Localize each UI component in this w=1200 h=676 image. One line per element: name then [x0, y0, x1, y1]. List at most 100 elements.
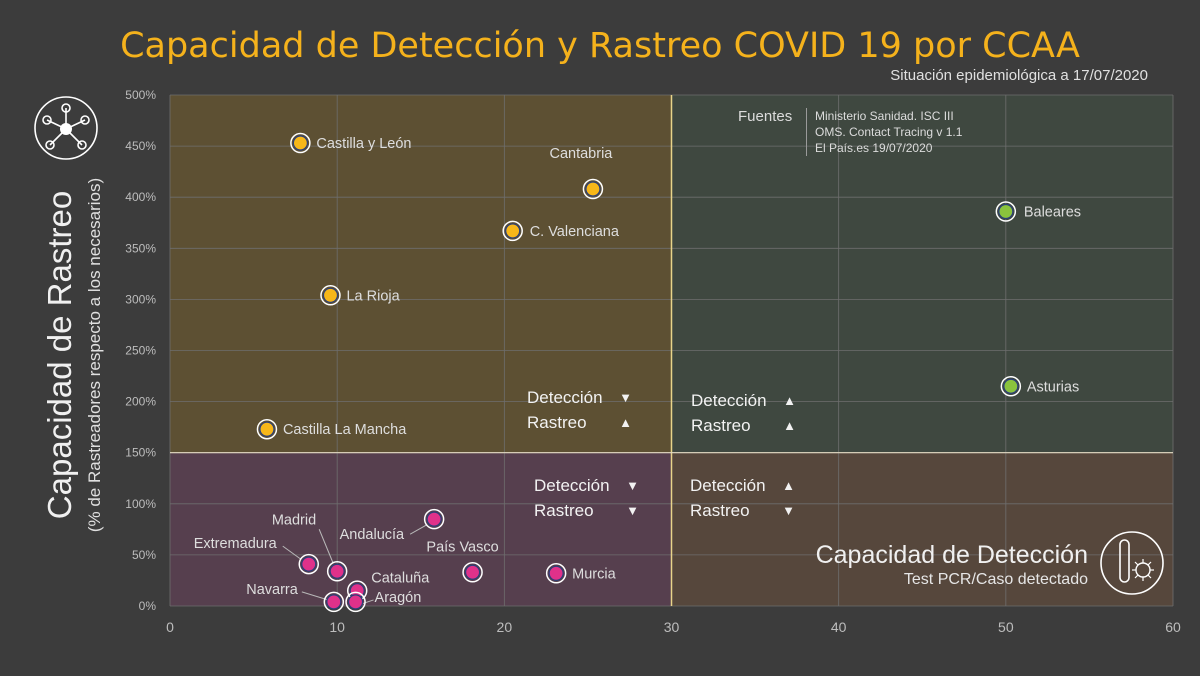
down-arrow-icon: ▼	[626, 503, 639, 518]
data-point-label: Andalucía	[340, 527, 405, 543]
x-axis-subtitle: Test PCR/Caso detectado	[903, 571, 1088, 588]
data-point	[548, 565, 564, 581]
data-point-label: Madrid	[272, 512, 316, 528]
data-point-ring	[323, 591, 345, 613]
x-axis-title: Capacidad de Detección	[815, 541, 1088, 569]
data-point-ring	[290, 132, 311, 154]
test-tube-virus-icon	[1100, 531, 1164, 595]
leader-line	[318, 529, 334, 564]
quadrant-tracing-label: Rastreo	[527, 413, 587, 432]
data-point	[464, 564, 481, 580]
data-point-label: C. Valenciana	[530, 224, 620, 240]
data-point-ring	[582, 178, 604, 200]
data-point-ring	[423, 508, 445, 530]
leader-line	[301, 591, 328, 601]
data-point-label: Navarra	[246, 582, 299, 598]
quadrant-detection-label: Detección	[691, 391, 767, 410]
quadrant-label-bottom-left: Detección ▼ Rastreo ▼	[534, 473, 639, 523]
data-point-ring	[320, 285, 341, 306]
up-arrow-icon: ▲	[619, 415, 632, 430]
source-line: Ministerio Sanidad. ISC III	[815, 109, 954, 123]
quadrant-top-right	[671, 95, 1173, 453]
down-arrow-icon: ▼	[626, 478, 639, 493]
network-icon-node	[77, 140, 87, 150]
x-tick-label: 50	[998, 619, 1014, 635]
up-arrow-icon: ▲	[782, 478, 795, 493]
quadrant-bottom-right	[671, 452, 1173, 606]
data-point-label: Baleares	[1024, 205, 1081, 221]
data-point-ring	[256, 418, 278, 440]
up-arrow-icon: ▲	[783, 418, 796, 433]
network-icon-node	[45, 140, 55, 150]
y-tick-label: 400%	[125, 190, 156, 204]
y-tick-label: 150%	[125, 446, 156, 460]
virus-icon-spike	[1134, 561, 1139, 566]
data-point-label: La Rioja	[346, 288, 400, 304]
y-tick-label: 350%	[125, 241, 156, 255]
data-point-label: Murcia	[572, 566, 616, 582]
data-point-ring	[995, 201, 1017, 222]
network-icon	[34, 96, 98, 160]
data-point-ring	[1000, 376, 1022, 397]
x-tick-label: 10	[329, 619, 345, 635]
y-tick-label: 450%	[125, 139, 156, 153]
leader-line	[409, 524, 427, 535]
data-point	[1003, 378, 1019, 394]
quadrant-detection-label: Detección	[527, 388, 603, 407]
down-arrow-icon: ▼	[619, 390, 632, 405]
data-point	[426, 511, 442, 527]
sources-list: Ministerio Sanidad. ISC III OMS. Contact…	[806, 108, 962, 156]
virus-icon-spike	[1134, 574, 1139, 579]
data-point	[259, 421, 275, 437]
source-line: OMS. Contact Tracing v 1.1	[815, 125, 963, 139]
y-tick-label: 100%	[125, 497, 156, 511]
data-point	[322, 287, 339, 303]
up-arrow-icon: ▲	[783, 393, 796, 408]
data-point	[292, 135, 308, 151]
y-tick-label: 50%	[132, 548, 156, 562]
y-tick-label: 300%	[125, 292, 156, 306]
virus-icon-spike	[1147, 561, 1152, 566]
y-tick-label: 200%	[125, 395, 156, 409]
test-tube-icon-body	[1119, 539, 1130, 583]
quadrant-top-left	[170, 95, 672, 453]
data-point	[505, 223, 521, 239]
sources-label: Fuentes	[738, 108, 793, 125]
network-icon-node	[42, 115, 52, 125]
network-icon-frame	[34, 96, 98, 160]
data-point	[326, 594, 342, 610]
leader-line	[282, 545, 302, 560]
chart-title: Capacidad de Detección y Rastreo COVID 1…	[120, 26, 1080, 66]
down-arrow-icon: ▼	[782, 503, 795, 518]
data-point-ring	[326, 561, 348, 582]
y-tick-label: 250%	[125, 344, 156, 358]
y-tick-label: 0%	[139, 599, 157, 613]
chart-subtitle: Situación epidemiológica a 17/07/2020	[890, 67, 1148, 84]
data-point-label: Aragón	[375, 590, 422, 606]
quadrant-tracing-label: Rastreo	[690, 501, 750, 520]
network-icon-node	[61, 103, 71, 113]
quadrant-label-top-left: Detección ▼ Rastreo ▲	[527, 385, 632, 435]
leader-line	[361, 599, 374, 605]
data-point-ring	[502, 220, 523, 242]
data-point-label: Cantabria	[549, 146, 613, 162]
y-tick-label: 500%	[125, 88, 156, 102]
quadrant-detection-label: Detección	[690, 476, 766, 495]
quadrant-label-top-right: Detección ▲ Rastreo ▲	[691, 388, 796, 438]
data-point	[329, 563, 345, 579]
quadrant-label-bottom-right: Detección ▲ Rastreo ▼	[690, 473, 795, 523]
data-point-label: Asturias	[1027, 379, 1079, 395]
x-tick-label: 30	[664, 619, 680, 635]
x-tick-label: 40	[831, 619, 847, 635]
virus-icon-body	[1135, 562, 1151, 578]
data-point-label: Cataluña	[371, 571, 430, 587]
x-tick-label: 20	[497, 619, 513, 635]
source-line: El País.es 19/07/2020	[815, 141, 933, 155]
data-point-ring	[545, 563, 567, 584]
data-point	[585, 181, 601, 197]
data-point	[347, 594, 364, 610]
quadrant-tracing-label: Rastreo	[691, 416, 751, 435]
x-tick-label: 60	[1165, 619, 1181, 635]
data-point-ring	[345, 591, 366, 613]
